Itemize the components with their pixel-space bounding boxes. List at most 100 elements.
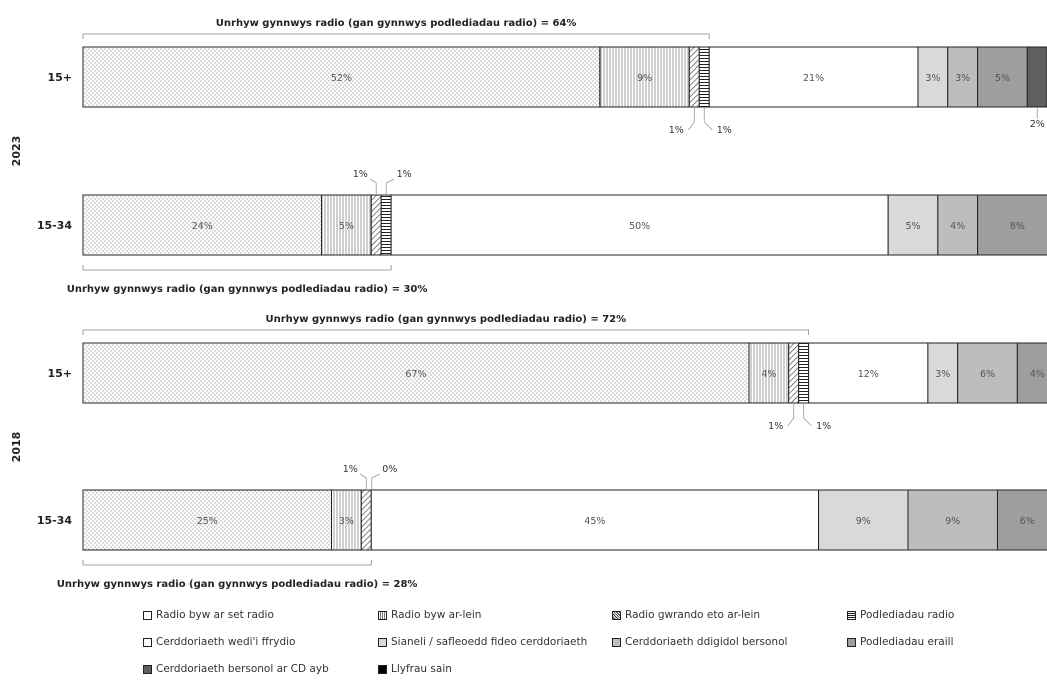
- radio-bracket: [82, 329, 810, 335]
- legend-swatch: [847, 637, 856, 647]
- legend-label: Radio gwrando eto ar-lein: [625, 609, 761, 621]
- bar-segment: [599, 46, 690, 108]
- legend-swatch: [378, 610, 387, 620]
- legend-label: Podlediadau eraill: [860, 636, 954, 648]
- legend-item: Podlediadau eraill: [847, 636, 954, 648]
- legend-swatch: [143, 664, 152, 674]
- bar-segment: [82, 342, 750, 404]
- callout-label: 1%: [669, 125, 684, 136]
- row-label: 15-34: [37, 514, 73, 527]
- bar-segment: [390, 194, 889, 256]
- bar-segment: [1026, 46, 1047, 108]
- legend-swatch: [612, 610, 621, 620]
- legend-label: Cerddoriaeth bersonol ar CD ayb: [156, 663, 329, 675]
- callout-line: [371, 473, 380, 490]
- bar-segment: [947, 46, 979, 108]
- callout-label: 0%: [382, 464, 397, 475]
- segment-label: 6%: [980, 369, 995, 380]
- bar-segment: [977, 46, 1028, 108]
- legend-label: Cerddoriaeth wedi'i ffrydio: [156, 636, 296, 648]
- segment-label: 5%: [995, 73, 1010, 84]
- segment-label: 9%: [637, 73, 652, 84]
- bar-segment: [808, 342, 929, 404]
- segment-label: 45%: [584, 516, 605, 527]
- callout-label: 1%: [717, 125, 732, 136]
- bar-segment: [887, 194, 939, 256]
- legend-item: Sianeli / safleoedd fideo cerddoriaeth: [378, 636, 587, 648]
- segment-label: 4%: [950, 221, 965, 232]
- legend-item: Llyfrau sain: [378, 663, 452, 675]
- bracket-label: Unrhyw gynnwys radio (gan gynnwys podled…: [67, 284, 428, 295]
- bar-segment: [1016, 342, 1047, 404]
- legend-item: Radio gwrando eto ar-lein: [612, 609, 760, 621]
- legend-swatch: [612, 637, 621, 647]
- year-label: 2023: [10, 136, 23, 167]
- radio-bracket: [82, 33, 710, 39]
- bar-segment: [907, 489, 998, 551]
- segment-label: 3%: [925, 73, 940, 84]
- segment-label: 4%: [761, 369, 776, 380]
- bar-segment: [977, 194, 1047, 256]
- bar-segment: [380, 194, 392, 256]
- bracket-label: Unrhyw gynnwys radio (gan gynnwys podled…: [57, 579, 418, 590]
- legend-item: Radio byw ar set radio: [143, 609, 274, 621]
- bar-segment: [82, 194, 323, 256]
- bar-segment: [360, 489, 372, 551]
- callout-line: [385, 178, 395, 195]
- bar-segment: [788, 342, 800, 404]
- bar-segment: [818, 489, 909, 551]
- legend-label: Sianeli / safleoedd fideo cerddoriaeth: [391, 636, 588, 648]
- row-label: 15+: [47, 367, 72, 380]
- segment-label: 4%: [1030, 369, 1045, 380]
- callout-label: 1%: [768, 421, 783, 432]
- callout-label: 1%: [816, 421, 831, 432]
- bar-segment: [748, 342, 790, 404]
- legend-item: Cerddoriaeth bersonol ar CD ayb: [143, 663, 329, 675]
- bar-segment: [321, 194, 372, 256]
- radio-bracket: [82, 560, 372, 566]
- legend-label: Radio byw ar-lein: [391, 609, 482, 621]
- bracket-label: Unrhyw gynnwys radio (gan gynnwys podled…: [216, 18, 577, 29]
- callout-line: [703, 107, 713, 131]
- segment-label: 8%: [1010, 221, 1025, 232]
- segment-label: 52%: [331, 73, 352, 84]
- segment-label: 12%: [858, 369, 879, 380]
- radio-bracket: [82, 265, 392, 271]
- bar-segment: [331, 489, 362, 551]
- bar-segment: [708, 46, 919, 108]
- segment-label: 3%: [935, 369, 950, 380]
- segment-label: 3%: [339, 516, 354, 527]
- bar-segment: [370, 489, 820, 551]
- bar-segment: [370, 194, 382, 256]
- bar-segment: [698, 46, 710, 108]
- segment-label: 9%: [945, 516, 960, 527]
- row-label: 15-34: [37, 219, 73, 232]
- segment-label: 5%: [905, 221, 920, 232]
- legend-item: Podlediadau radio: [847, 609, 954, 621]
- callout-label: 1%: [397, 169, 412, 180]
- legend-item: Radio byw ar-lein: [378, 609, 481, 621]
- segment-label: 67%: [405, 369, 426, 380]
- bar-segment: [688, 46, 700, 108]
- bar-segment: [82, 46, 601, 108]
- callout-line: [360, 473, 367, 490]
- legend-item: Cerddoriaeth wedi'i ffrydio: [143, 636, 295, 648]
- legend-label: Cerddoriaeth ddigidol bersonol: [625, 636, 788, 648]
- legend-label: Llyfrau sain: [391, 663, 452, 675]
- callout-line: [787, 403, 795, 427]
- segment-label: 5%: [339, 221, 354, 232]
- segment-label: 21%: [803, 73, 824, 84]
- legend-label: Podlediadau radio: [860, 609, 955, 621]
- bar-segment: [798, 342, 810, 404]
- legend-label: Radio byw ar set radio: [156, 609, 274, 621]
- legend-swatch: [378, 637, 387, 647]
- legend-swatch: [847, 610, 856, 620]
- legend-swatch: [143, 637, 152, 647]
- bracket-label: Unrhyw gynnwys radio (gan gynnwys podled…: [265, 314, 626, 325]
- callout-line: [370, 178, 377, 195]
- segment-label: 3%: [955, 73, 970, 84]
- bar-segment: [996, 489, 1047, 551]
- segment-label: 50%: [629, 221, 650, 232]
- legend-swatch: [378, 664, 387, 674]
